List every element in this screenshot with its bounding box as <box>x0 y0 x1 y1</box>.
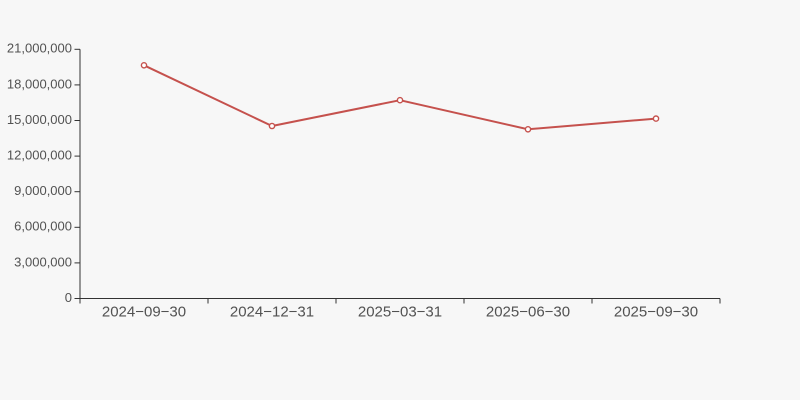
x-axis-label: 2025−03−31 <box>358 304 442 321</box>
x-axis-label: 2024−09−30 <box>102 304 186 321</box>
y-axis-tick-label: 6,000,000 <box>14 219 72 234</box>
y-axis-tick-label: 18,000,000 <box>7 76 72 91</box>
y-axis-tick-label: 12,000,000 <box>7 148 72 163</box>
y-axis-tick-label: 9,000,000 <box>14 183 72 198</box>
x-axis-label: 2025−06−30 <box>486 304 570 321</box>
x-axis-label: 2024−12−31 <box>230 304 314 321</box>
y-axis-tick-label: 0 <box>65 290 72 305</box>
y-axis-tick-label: 3,000,000 <box>14 254 72 269</box>
data-point-marker[interactable] <box>140 62 148 69</box>
data-point-marker[interactable] <box>652 115 660 122</box>
axis-lines <box>79 49 720 299</box>
data-point-marker[interactable] <box>524 126 532 133</box>
y-axis-tick-label: 15,000,000 <box>7 112 72 127</box>
data-point-marker[interactable] <box>268 122 276 130</box>
y-axis-tick-label: 21,000,000 <box>7 41 72 56</box>
data-point-marker[interactable] <box>396 96 404 104</box>
x-axis-label: 2025−09−30 <box>614 304 698 321</box>
